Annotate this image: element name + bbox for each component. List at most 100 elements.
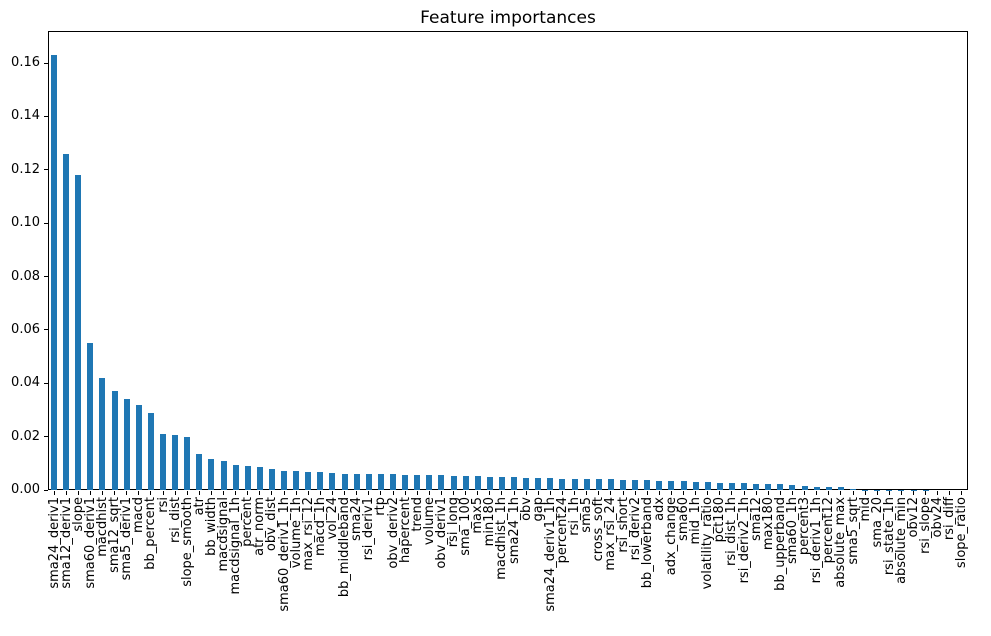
x-tick-mark — [791, 491, 793, 495]
y-tick-mark — [44, 222, 48, 224]
x-tick-mark — [658, 491, 660, 495]
bar-obv_dist — [268, 468, 275, 490]
x-tick-mark — [223, 491, 225, 495]
bar-sma60_1h — [789, 484, 796, 490]
x-tick-mark — [695, 491, 697, 495]
x-tick-mark — [525, 491, 527, 495]
bar-atr — [196, 454, 203, 490]
bar-rsi_deriv1_1h — [813, 486, 820, 490]
x-tick-mark — [634, 491, 636, 495]
bar-obv — [523, 477, 530, 490]
x-tick-mark — [501, 491, 503, 495]
bar-macdhist — [99, 377, 106, 490]
x-tick-mark — [356, 491, 358, 495]
bar-macd_1h — [317, 472, 324, 490]
x-tick-mark — [913, 491, 915, 495]
x-tick-mark — [440, 491, 442, 495]
bar-sma5_deriv1 — [123, 399, 130, 490]
x-tick-mark — [731, 491, 733, 495]
bar-min180 — [486, 476, 493, 490]
x-tick-mark — [198, 491, 200, 495]
y-tick-mark — [44, 329, 48, 331]
bar-sma12_deriv1 — [63, 153, 70, 490]
bar-mid_1h — [692, 482, 699, 490]
x-tick-mark — [392, 491, 394, 495]
x-tick-mark — [779, 491, 781, 495]
bar-bb_middleband — [341, 473, 348, 490]
x-tick-mark — [138, 491, 140, 495]
bar-cross_soft — [595, 479, 602, 490]
bar-volatility_ratio — [704, 482, 711, 490]
bar-volume_1h — [293, 470, 300, 490]
x-tick-mark — [816, 491, 818, 495]
bar-sma12_sqrt — [111, 391, 118, 490]
x-tick-mark — [864, 491, 866, 495]
bar-sma_100 — [462, 475, 469, 490]
bar-macdhist_1h — [498, 476, 505, 490]
y-tick-mark — [44, 169, 48, 171]
y-tick-label: 0.14 — [11, 108, 40, 124]
x-tick-mark — [404, 491, 406, 495]
x-tick-mark — [767, 491, 769, 495]
bar-atr_norm — [256, 466, 263, 490]
x-tick-mark — [707, 491, 709, 495]
bar-percent3 — [801, 485, 808, 490]
y-tick-label: 0.04 — [11, 375, 40, 391]
x-tick-mark — [477, 491, 479, 495]
bar-sma60 — [680, 480, 687, 490]
bar-bb_upperband — [777, 484, 784, 490]
x-tick-mark — [610, 491, 612, 495]
y-tick-mark — [44, 382, 48, 384]
x-tick-mark — [271, 491, 273, 495]
bar-bb_percent — [147, 412, 154, 490]
x-tick-mark — [683, 491, 685, 495]
y-tick-label: 0.10 — [11, 215, 40, 231]
y-tick-label: 0.08 — [11, 268, 40, 284]
x-tick-mark — [465, 491, 467, 495]
x-tick-mark — [174, 491, 176, 495]
bar-slope — [75, 175, 82, 490]
bar-percent — [244, 465, 251, 490]
bar-hapercent — [402, 474, 409, 490]
x-tick-mark — [283, 491, 285, 495]
bar-sma5 — [583, 478, 590, 490]
bar-vol_24 — [329, 472, 336, 490]
bar-slope_smooth — [184, 437, 191, 490]
x-tick-mark — [646, 491, 648, 495]
y-tick-mark — [44, 436, 48, 438]
x-tick-mark — [900, 491, 902, 495]
x-tick-mark — [307, 491, 309, 495]
bar-rsi_deriv2_1h — [741, 483, 748, 490]
y-tick-label: 0.12 — [11, 161, 40, 177]
bar-bb_lowerband — [644, 480, 651, 490]
bar-rsi_long — [450, 475, 457, 490]
bar-rsi — [160, 434, 166, 490]
x-tick-label: slope_ratio — [954, 497, 970, 569]
y-tick-mark — [44, 489, 48, 491]
y-tick-mark — [44, 276, 48, 277]
bar-max_rsi_12 — [305, 472, 312, 490]
x-tick-mark — [549, 491, 551, 495]
bar-absolute_max — [837, 487, 844, 490]
bar-rsi_deriv1 — [365, 473, 372, 490]
x-tick-mark — [101, 491, 103, 495]
x-tick-mark — [537, 491, 539, 495]
bar-sma24_deriv1 — [51, 55, 58, 490]
x-tick-mark — [961, 491, 963, 495]
x-tick-mark — [755, 491, 757, 495]
x-tick-mark — [53, 491, 55, 495]
bar-bb_width — [208, 458, 215, 490]
bar-obv_deriv1 — [438, 475, 445, 490]
x-tick-mark — [89, 491, 91, 495]
y-tick-label: 0.00 — [11, 482, 40, 497]
x-tick-mark — [416, 491, 418, 495]
x-tick-mark — [259, 491, 261, 495]
x-tick-mark — [186, 491, 188, 495]
x-tick-mark — [162, 491, 164, 495]
bar-gap — [535, 478, 542, 490]
bar-adx — [656, 480, 663, 490]
x-tick-mark — [925, 491, 927, 495]
x-tick-mark — [561, 491, 563, 495]
x-tick-mark — [949, 491, 951, 495]
